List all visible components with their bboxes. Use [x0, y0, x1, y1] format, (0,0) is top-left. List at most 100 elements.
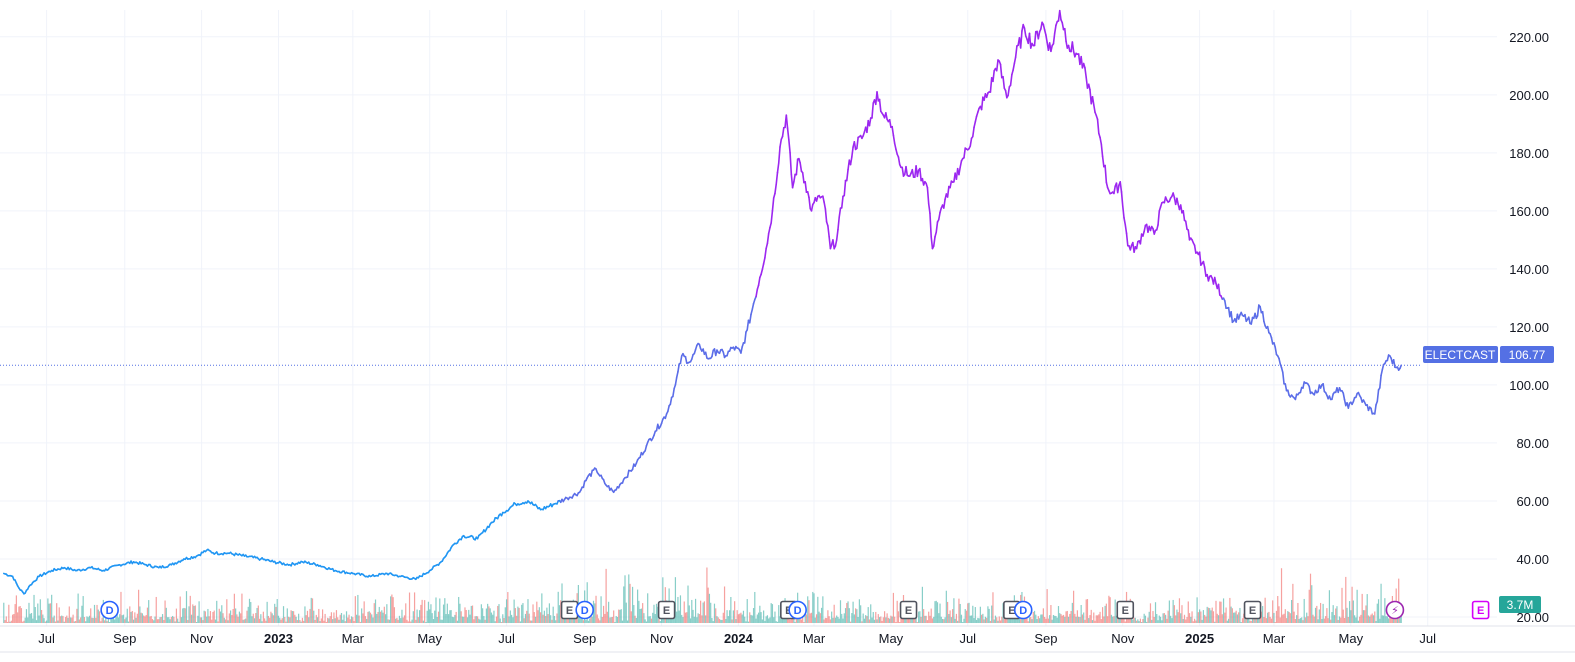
volume-bar — [1136, 621, 1137, 623]
volume-bar — [1180, 613, 1181, 623]
volume-bar — [1038, 616, 1039, 623]
dividend-marker-5[interactable]: D — [789, 602, 806, 619]
volume-bar — [148, 600, 149, 623]
earnings-upcoming-marker-12[interactable]: E — [1473, 602, 1489, 619]
volume-bar — [382, 613, 383, 623]
volume-bar — [887, 613, 888, 623]
volume-bar — [505, 607, 506, 623]
volume-bar — [442, 620, 443, 623]
dividend-marker-0[interactable]: D — [101, 602, 118, 619]
price-segment — [1085, 68, 1086, 78]
volume-bar — [196, 622, 197, 623]
earnings-marker-10[interactable]: E — [1245, 602, 1261, 619]
volume-bar — [70, 617, 71, 623]
volume-bar — [1076, 617, 1077, 623]
volume-bar — [1312, 615, 1313, 623]
volume-bar — [807, 596, 808, 623]
volume-bar — [35, 607, 36, 623]
volume-bar — [541, 593, 542, 623]
volume-bar — [1355, 618, 1356, 623]
volume-bar — [183, 608, 184, 623]
price-segment — [752, 304, 753, 310]
volume-bar — [745, 621, 746, 623]
split-marker-11[interactable]: ⚡ — [1386, 602, 1403, 619]
volume-bar — [990, 621, 991, 623]
volume-bar — [653, 605, 654, 623]
volume-bar — [1271, 619, 1272, 623]
volume-bar — [234, 594, 235, 623]
volume-bar — [960, 604, 961, 623]
volume-bar — [548, 614, 549, 623]
volume-bar — [846, 603, 847, 623]
volume-bar — [81, 606, 82, 623]
earnings-marker-3[interactable]: E — [659, 602, 675, 619]
earnings-marker-1[interactable]: E — [562, 602, 578, 619]
volume-bar — [313, 611, 314, 623]
price-segment — [591, 470, 592, 476]
price-segment — [1127, 233, 1128, 245]
volume-bar — [477, 616, 478, 623]
volume-bar — [28, 603, 29, 623]
volume-bar — [951, 617, 952, 623]
volume-bar — [719, 619, 720, 623]
volume-bar — [1290, 613, 1291, 623]
volume-bar — [1096, 615, 1097, 623]
volume-bar — [88, 617, 89, 623]
earnings-marker-9[interactable]: E — [1117, 602, 1133, 619]
volume-bar — [1224, 613, 1225, 623]
volume-bar — [284, 617, 285, 623]
volume-bar — [1044, 617, 1045, 623]
volume-bar — [919, 611, 920, 623]
volume-bar — [1353, 600, 1354, 623]
volume-bar — [1011, 619, 1012, 623]
volume-bar — [137, 614, 138, 623]
volume-bar — [772, 604, 773, 623]
volume-bar — [239, 612, 240, 623]
volume-bar — [826, 618, 827, 623]
price-segment — [783, 128, 784, 137]
dividend-marker-2[interactable]: D — [576, 602, 593, 619]
volume-bar — [1050, 605, 1051, 623]
dividend-marker-8[interactable]: D — [1015, 602, 1032, 619]
volume-bar — [193, 606, 194, 623]
volume-bar — [1302, 620, 1303, 623]
volume-bar — [985, 617, 986, 623]
volume-bar — [1086, 599, 1087, 623]
volume-bar — [262, 621, 263, 623]
x-tick-label: Sep — [1034, 631, 1057, 646]
volume-bar — [54, 616, 55, 623]
volume-bar — [618, 610, 619, 623]
price-segment — [1021, 31, 1022, 48]
price-segment — [844, 181, 845, 196]
volume-bar — [740, 613, 741, 623]
volume-bar — [362, 613, 363, 623]
volume-bar — [263, 612, 264, 623]
volume-bar — [1362, 594, 1363, 623]
volume-bar — [1145, 616, 1146, 623]
volume-bar — [1054, 616, 1055, 623]
volume-bar — [264, 618, 265, 623]
volume-bar — [143, 615, 144, 623]
price-axis[interactable]: 20.0040.0060.0080.00100.00120.00140.0016… — [1509, 30, 1549, 625]
volume-bar — [125, 618, 126, 623]
volume-bar — [396, 618, 397, 623]
volume-bar — [860, 605, 861, 623]
volume-bar — [743, 611, 744, 623]
volume-bar — [356, 615, 357, 623]
volume-bar — [377, 612, 378, 623]
price-segment — [1279, 358, 1280, 364]
volume-bar — [188, 606, 189, 623]
volume-bar — [929, 616, 930, 623]
volume-bar — [986, 618, 987, 623]
price-segment — [898, 157, 899, 164]
volume-bar — [1294, 612, 1295, 623]
volume-bar — [1305, 617, 1306, 623]
y-tick-label: 160.00 — [1509, 204, 1549, 219]
earnings-marker-6[interactable]: E — [901, 602, 917, 619]
volume-bar — [1386, 616, 1387, 623]
volume-bar — [519, 608, 520, 623]
volume-bar — [163, 620, 164, 623]
